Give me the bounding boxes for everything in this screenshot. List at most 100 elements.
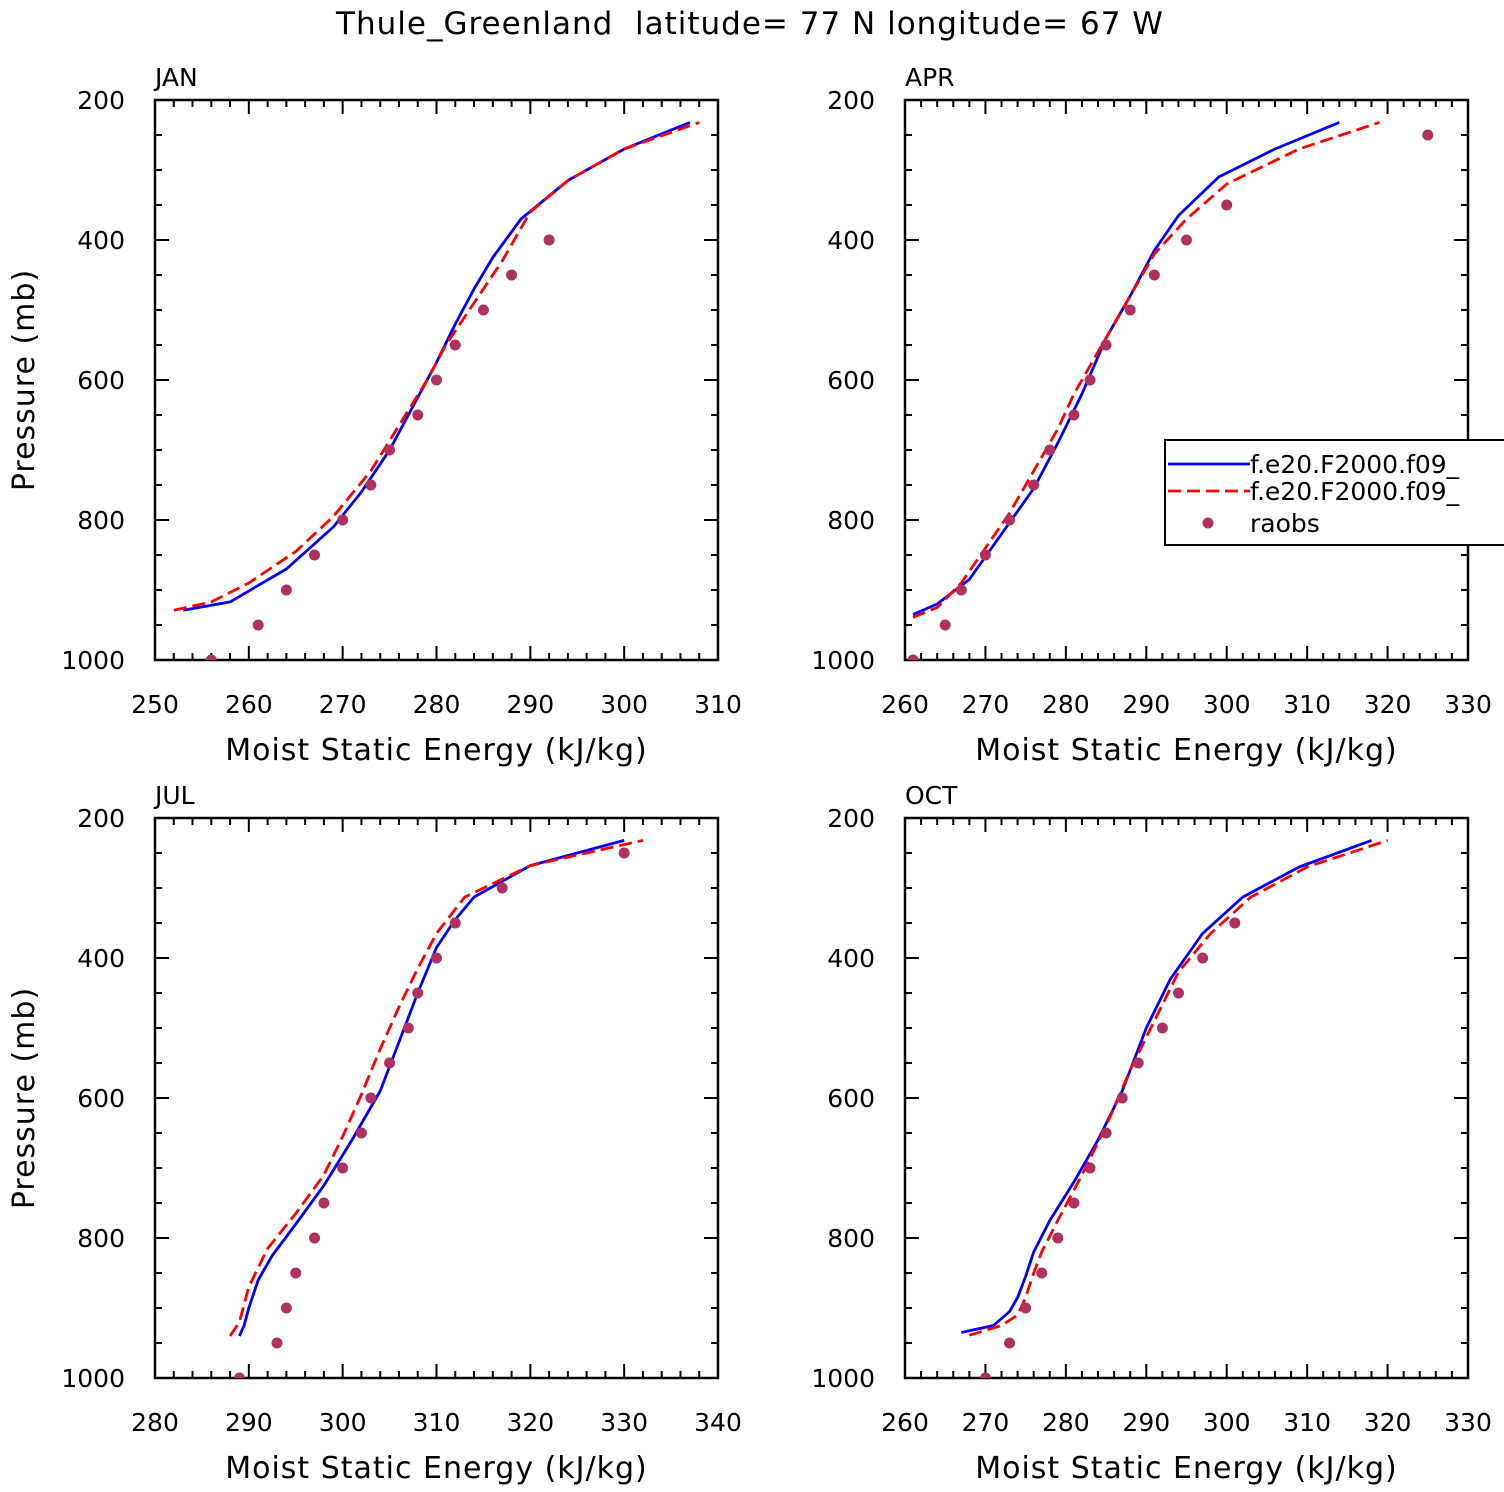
raobs-point xyxy=(1004,514,1016,526)
y-tick-label: 200 xyxy=(827,804,875,833)
x-tick-label: 290 xyxy=(225,1408,273,1437)
y-tick-label: 1000 xyxy=(61,646,125,675)
y-tick-label: 600 xyxy=(77,1084,125,1113)
raobs-point xyxy=(365,1092,377,1104)
y-tick-label: 800 xyxy=(77,506,125,535)
raobs-point xyxy=(979,549,991,561)
raobs-point xyxy=(431,952,442,964)
raobs-point xyxy=(1132,1057,1144,1069)
panel-title: JUL xyxy=(153,781,195,810)
raobs-point xyxy=(1197,952,1209,964)
x-axis-label: Moist Static Energy (kJ/kg) xyxy=(975,1451,1398,1486)
plot-frame xyxy=(153,816,720,1380)
x-tick-label: 290 xyxy=(506,690,554,719)
plot-area xyxy=(961,839,1389,1378)
series-line-dashed xyxy=(228,839,644,1337)
raobs-point xyxy=(205,654,217,660)
raobs-point xyxy=(618,847,630,859)
x-tick-label: 270 xyxy=(962,690,1010,719)
raobs-point xyxy=(1068,1197,1080,1209)
raobs-point xyxy=(280,1302,292,1314)
panel-title: OCT xyxy=(905,781,958,810)
raobs-point xyxy=(233,1372,245,1378)
y-tick-label: 800 xyxy=(77,1224,125,1253)
series-line-dashed xyxy=(173,121,700,612)
legend-label: raobs xyxy=(1250,509,1320,538)
raobs-point xyxy=(271,1337,283,1349)
series-line-solid xyxy=(182,121,691,612)
x-axis-label: Moist Static Energy (kJ/kg) xyxy=(225,1451,648,1486)
x-tick-label: 330 xyxy=(1444,1408,1492,1437)
y-axis-label: Pressure (mb) xyxy=(7,269,42,491)
y-tick-label: 400 xyxy=(77,944,125,973)
raobs-point xyxy=(1020,1302,1032,1314)
y-tick-label: 600 xyxy=(77,366,125,395)
raobs-point xyxy=(1221,199,1233,211)
raobs-point xyxy=(939,619,951,631)
raobs-point xyxy=(1172,987,1184,999)
x-tick-label: 320 xyxy=(1364,1408,1412,1437)
y-tick-label: 600 xyxy=(827,1084,875,1113)
raobs-point xyxy=(955,584,967,596)
raobs-point xyxy=(1100,1127,1112,1139)
plot-frame xyxy=(903,816,1470,1380)
raobs-point xyxy=(1036,1267,1048,1279)
raobs-point xyxy=(355,1127,367,1139)
x-tick-label: 290 xyxy=(1122,1408,1170,1437)
y-tick-label: 800 xyxy=(827,506,875,535)
legend-marker xyxy=(1202,517,1214,529)
panels: 250 260 270 280 290 300 310 200 400 600 800 1000 JAN… xyxy=(7,63,1504,1486)
plot-area xyxy=(173,121,700,660)
legend-label: f.e20.F2000.f09_ xyxy=(1250,450,1460,479)
x-tick-label: 260 xyxy=(881,1408,929,1437)
raobs-point xyxy=(1422,129,1434,141)
series-line-solid xyxy=(912,121,1340,616)
plot-area xyxy=(228,839,644,1378)
x-tick-label: 270 xyxy=(962,1408,1010,1437)
raobs-point xyxy=(543,234,555,246)
raobs-point xyxy=(477,304,489,316)
series-line-solid xyxy=(961,839,1372,1334)
raobs-point xyxy=(449,339,461,351)
x-axis-label: Moist Static Energy (kJ/kg) xyxy=(975,733,1398,768)
x-tick-label: 330 xyxy=(1444,690,1492,719)
raobs-point xyxy=(431,374,442,386)
raobs-point xyxy=(1044,444,1056,456)
x-tick-label: 310 xyxy=(1283,1408,1331,1437)
x-tick-label: 260 xyxy=(225,690,273,719)
x-tick-label: 290 xyxy=(1122,690,1170,719)
raobs-point xyxy=(1084,374,1096,386)
legend-box xyxy=(1164,439,1504,546)
figure-title: Thule_Greenland latitude= 77 N longitude… xyxy=(335,6,1164,42)
y-tick-label: 1000 xyxy=(61,1364,125,1393)
y-tick-label: 400 xyxy=(77,226,125,255)
x-tick-label: 310 xyxy=(1283,690,1331,719)
panel-title: APR xyxy=(905,63,955,92)
raobs-point xyxy=(309,549,321,561)
raobs-point xyxy=(979,1372,991,1378)
y-tick-label: 1000 xyxy=(811,646,875,675)
x-tick-label: 270 xyxy=(319,690,367,719)
raobs-point xyxy=(506,269,518,281)
panel-title: JAN xyxy=(153,63,198,92)
raobs-point xyxy=(1181,234,1192,246)
x-tick-label: 300 xyxy=(600,690,648,719)
x-tick-label: 250 xyxy=(131,690,179,719)
raobs-point xyxy=(280,584,292,596)
raobs-point xyxy=(1100,339,1112,351)
x-axis-label: Moist Static Energy (kJ/kg) xyxy=(225,733,648,768)
x-tick-label: 330 xyxy=(600,1408,648,1437)
plot-area xyxy=(907,121,1434,660)
chart-panel-apr: 260 270 280 290 300 310 320 330 200 400 600 800 1000… xyxy=(811,63,1504,768)
plot-frame xyxy=(903,98,1470,662)
legend: f.e20.F2000.f09_f.e20.F2000.f09_raobs xyxy=(1164,439,1504,546)
x-tick-label: 300 xyxy=(1203,690,1251,719)
raobs-point xyxy=(318,1197,330,1209)
x-tick-label: 310 xyxy=(694,690,742,719)
raobs-point xyxy=(1148,269,1160,281)
x-tick-label: 320 xyxy=(1364,690,1412,719)
chart-panel-jul: 280 290 300 310 320 330 340 200 400 600 800 1000 JUL… xyxy=(7,781,742,1486)
raobs-point xyxy=(1028,479,1040,491)
y-tick-label: 600 xyxy=(827,366,875,395)
raobs-point xyxy=(252,619,264,631)
